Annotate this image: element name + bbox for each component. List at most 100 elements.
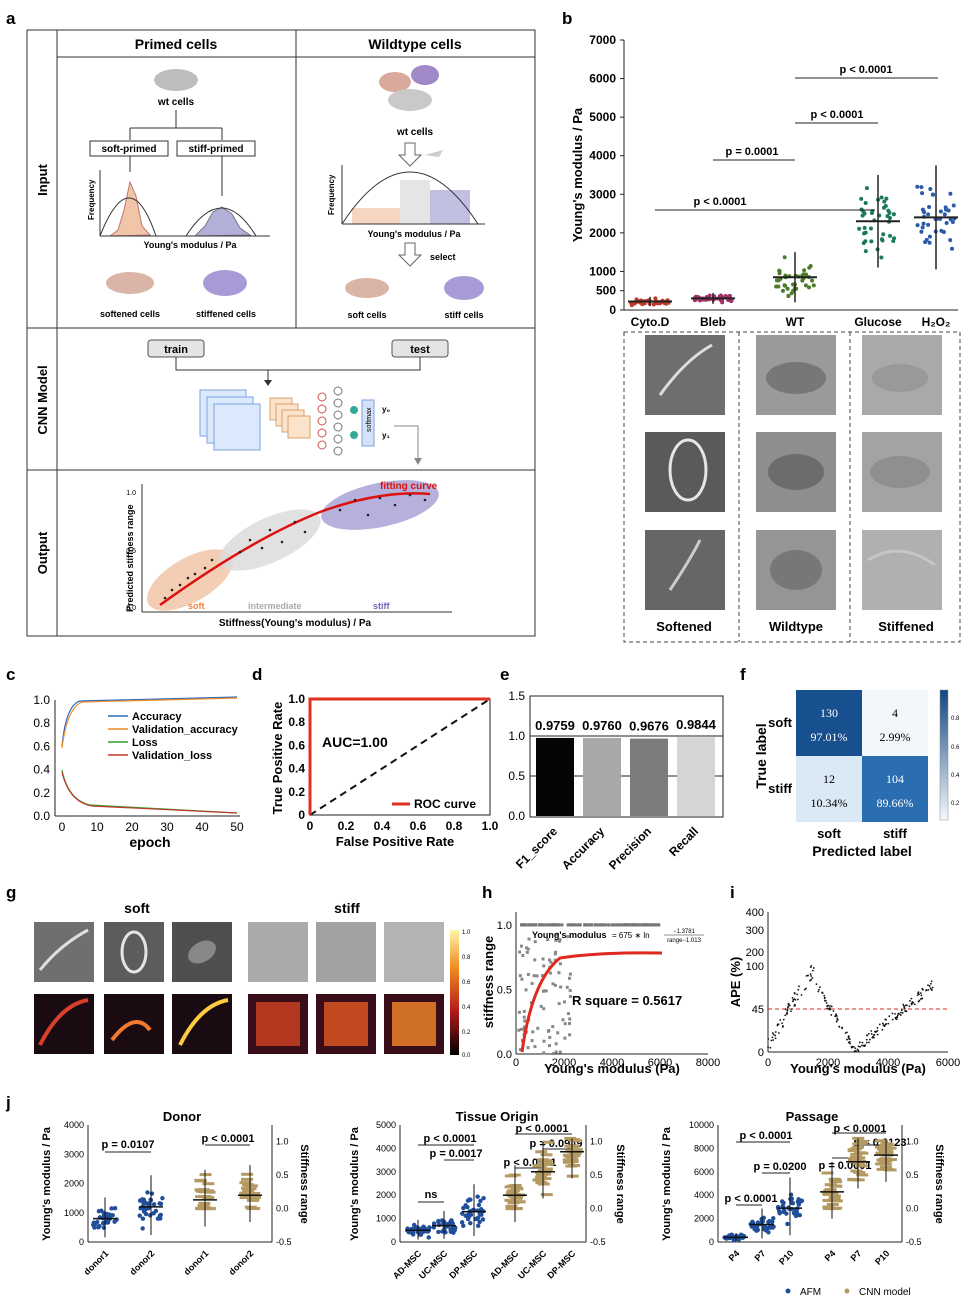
- j-donor-afm-point: [142, 1199, 147, 1205]
- h-point: [586, 923, 590, 927]
- j-donor-afm-point: [140, 1226, 145, 1231]
- i-point: [918, 999, 921, 1002]
- e-cat-label: Precision: [606, 824, 654, 872]
- i-point: [896, 1014, 899, 1017]
- j-donor-cat-cnn: donor1: [182, 1248, 211, 1277]
- b-point: [926, 222, 931, 227]
- h-point: [554, 950, 558, 954]
- j-tissue-afm-point: [463, 1203, 468, 1208]
- i-ytick: 100: [746, 961, 764, 973]
- h-point: [531, 1030, 535, 1034]
- i-point: [858, 1041, 861, 1044]
- i-point: [818, 988, 820, 991]
- i-point: [870, 1030, 873, 1032]
- h-point: [655, 923, 659, 927]
- i-point: [790, 1008, 793, 1011]
- h-point: [557, 923, 561, 927]
- d-xtick: 0.6: [410, 819, 427, 833]
- stiffened-cells-label: stiffened cells: [196, 309, 256, 319]
- j-tissue-rtick: -0.5: [590, 1237, 606, 1247]
- b-point: [946, 208, 951, 213]
- g-soft-title: soft: [124, 900, 150, 916]
- j-donor-afm-point: [149, 1191, 155, 1196]
- h-fit-curve: [520, 951, 663, 1053]
- b-point: [653, 296, 658, 301]
- j-passage-cnn-point: [830, 1184, 843, 1188]
- b-point: [887, 210, 892, 215]
- j-tissue-cnn-point: [569, 1151, 582, 1155]
- b-point: [882, 199, 887, 204]
- b-point: [943, 205, 948, 210]
- j-passage-cat: P4: [727, 1248, 742, 1263]
- j-donor-afm-point: [137, 1213, 142, 1218]
- j-tissue-ytick: 5000: [376, 1120, 396, 1130]
- j-tissue-afm-point: [475, 1223, 481, 1229]
- i-point: [823, 994, 826, 997]
- j-donor-cnn-point: [242, 1195, 255, 1199]
- i-xtick: 4000: [876, 1057, 900, 1069]
- row-label-output: Output: [35, 531, 50, 574]
- panel-f: 130 97.01% 4 2.99% 12 10.34% 104 89.66% …: [753, 689, 960, 859]
- i-point: [930, 980, 933, 983]
- j-tissue-cnn-point: [570, 1139, 583, 1143]
- g-cbar-10: 1.0: [462, 930, 471, 936]
- i-point: [866, 1034, 868, 1037]
- i-point: [812, 967, 815, 969]
- g-cbar-06: 0.6: [462, 980, 471, 986]
- h-point: [525, 950, 529, 954]
- c-line-val-accuracy: [61, 697, 238, 749]
- j-passage-cnn-point: [821, 1171, 834, 1175]
- b-point: [780, 288, 785, 293]
- i-point: [905, 1004, 908, 1007]
- e-ytick-15: 1.5: [508, 689, 525, 703]
- i-point: [797, 988, 800, 991]
- h-point: [557, 1002, 561, 1006]
- i-point: [777, 1032, 780, 1034]
- i-point: [888, 1015, 891, 1018]
- j-passage-p6: p < 0.0001: [834, 1123, 887, 1135]
- h-point: [632, 923, 636, 927]
- j-donor-cat: donor1: [82, 1248, 111, 1277]
- h-ytick: 0.5: [497, 984, 512, 996]
- output-ytick-1: 1.0: [126, 490, 136, 497]
- b-point: [782, 255, 787, 260]
- panel-j: Donor Young's modulus / Pa Stiffness ran…: [41, 1109, 945, 1298]
- j-tissue-p-adcp: p < 0.0001: [424, 1133, 477, 1145]
- panel-e: 0.9759 F1_score 0.9760 Accuracy 0.9676 Precis…: [508, 689, 724, 872]
- h-point: [629, 923, 633, 927]
- b-cat-wt: WT: [786, 315, 805, 329]
- c-legend-loss: Loss: [132, 737, 158, 749]
- j-passage-cnn-point: [884, 1146, 897, 1150]
- i-point: [927, 989, 930, 991]
- e-bar-label: 0.9760: [582, 718, 622, 733]
- h-point: [533, 958, 537, 962]
- i-point: [811, 977, 814, 979]
- b-point: [811, 283, 816, 288]
- i-point: [927, 984, 929, 987]
- b-ytick-label: 2000: [589, 226, 616, 240]
- h-point: [653, 923, 657, 927]
- h-point: [553, 952, 557, 956]
- i-point: [772, 1039, 775, 1041]
- i-point: [810, 964, 813, 967]
- b-point: [810, 278, 815, 283]
- i-point: [787, 1006, 789, 1008]
- j-passage-cnn-point: [847, 1157, 860, 1161]
- i-ytick: 45: [752, 1004, 764, 1016]
- j-tissue-afm-point: [468, 1220, 473, 1226]
- e-cat-label: Accuracy: [559, 824, 607, 872]
- i-point: [900, 1009, 903, 1012]
- j-tissue-rtick: 1.0: [590, 1137, 603, 1147]
- j-tissue-cat-cnn: DP-MSC: [545, 1248, 578, 1281]
- stiff-primed-box: stiff-primed: [189, 144, 244, 155]
- j-tissue-cnn-point: [541, 1140, 554, 1144]
- b-point: [863, 249, 868, 254]
- f-cell-10-count: 12: [823, 772, 835, 786]
- h-point: [526, 972, 530, 976]
- h-point: [590, 923, 594, 927]
- c-xtick: 40: [195, 820, 209, 834]
- j-passage-afm-point: [762, 1227, 767, 1232]
- j-passage-cnn-point: [847, 1149, 860, 1153]
- i-point: [891, 1018, 894, 1021]
- h-point: [518, 950, 522, 954]
